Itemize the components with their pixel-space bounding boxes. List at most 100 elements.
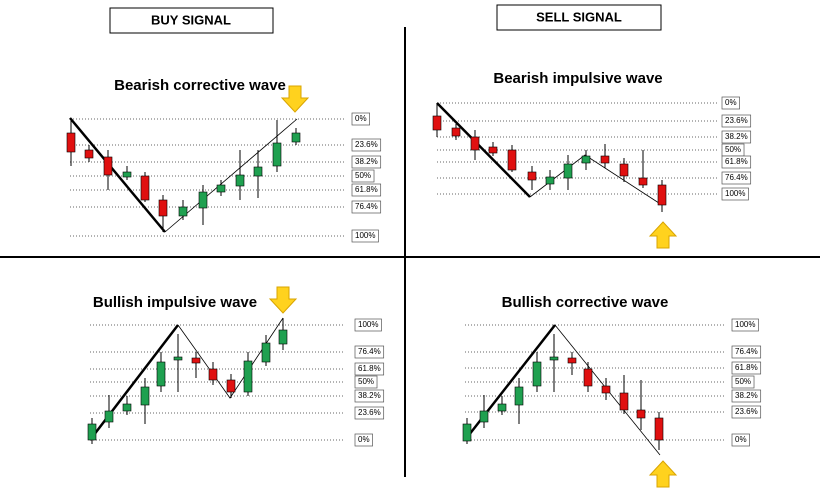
level-label: 61.8% [735, 363, 758, 372]
candle-body [198, 191, 208, 209]
candle-body [104, 410, 114, 423]
signal-arrow [648, 221, 678, 249]
level-label: 61.8% [358, 364, 381, 373]
level-box [731, 375, 755, 389]
level-box [354, 362, 385, 376]
level-box [351, 200, 382, 214]
candle-body [619, 163, 629, 177]
signal-arrow [280, 85, 310, 113]
level-label: 0% [735, 435, 747, 444]
candle-body [657, 184, 667, 206]
buy-label: BUY SIGNAL [151, 12, 231, 27]
candle-body [432, 115, 442, 131]
level-box [721, 155, 752, 169]
candle-body [278, 329, 288, 345]
candle-body [638, 177, 648, 186]
impulse-line [436, 102, 531, 198]
level-label: 23.6% [735, 407, 758, 416]
sell-box [496, 4, 662, 31]
level-label: 50% [735, 377, 751, 386]
candle-body [654, 417, 664, 441]
signal-arrow [648, 460, 678, 488]
level-label: 61.8% [355, 185, 378, 194]
level-box [731, 405, 762, 419]
level-box [721, 130, 752, 144]
candle-body [140, 386, 150, 406]
level-box [721, 114, 752, 128]
candle-body [527, 171, 537, 181]
level-label: 100% [735, 320, 755, 329]
level-label: 76.4% [735, 347, 758, 356]
candle-body [261, 342, 271, 363]
candle-body [470, 136, 480, 151]
candle-body [601, 385, 611, 394]
candle-body [158, 199, 168, 217]
candle-body [497, 403, 507, 412]
candle-body [488, 146, 498, 154]
candle-body [545, 176, 555, 185]
candle-body [583, 368, 593, 387]
candle-body [173, 356, 183, 361]
candle-body [581, 155, 591, 164]
candle-body [291, 132, 301, 143]
level-box [351, 155, 382, 169]
candle-body [479, 410, 489, 423]
level-label: 100% [358, 320, 378, 329]
level-box [721, 187, 749, 201]
panel-title: Bearish impulsive wave [493, 70, 662, 87]
level-label: 0% [358, 435, 370, 444]
candle-body [451, 127, 461, 137]
level-label: 0% [355, 114, 367, 123]
level-label: 38.2% [725, 132, 748, 141]
candle-body [235, 174, 245, 187]
level-box [354, 433, 373, 447]
level-label: 38.2% [735, 391, 758, 400]
level-box [351, 169, 375, 183]
level-label: 76.4% [358, 347, 381, 356]
candle-body [243, 360, 253, 393]
candle-body [636, 409, 646, 419]
level-label: 23.6% [725, 116, 748, 125]
level-box [351, 229, 379, 243]
candle-body [178, 206, 188, 217]
level-label: 76.4% [725, 173, 748, 182]
candle-body [253, 166, 263, 177]
level-box [721, 96, 740, 110]
candle-body [272, 142, 282, 167]
candle-body [66, 132, 76, 153]
level-box [351, 112, 370, 126]
candle-body [600, 155, 610, 164]
candle-body [208, 368, 218, 381]
level-box [731, 389, 762, 403]
level-label: 50% [355, 171, 371, 180]
level-box [351, 138, 382, 152]
candle-body [87, 423, 97, 441]
candle-body [122, 403, 132, 412]
level-label: 100% [355, 231, 375, 240]
candle-body [122, 171, 132, 178]
level-box [721, 171, 752, 185]
level-label: 23.6% [358, 408, 381, 417]
candle-body [549, 356, 559, 361]
candle-body [567, 357, 577, 364]
level-box [354, 389, 385, 403]
level-box [731, 318, 759, 332]
level-box [731, 433, 750, 447]
candle-body [514, 386, 524, 406]
level-label: 38.2% [355, 157, 378, 166]
sell-label: SELL SIGNAL [536, 9, 622, 24]
level-box [351, 183, 382, 197]
candle-body [462, 423, 472, 442]
level-box [354, 406, 385, 420]
level-box [354, 318, 382, 332]
candle-body [103, 156, 113, 176]
candle-body [216, 184, 226, 193]
level-label: 100% [725, 189, 745, 198]
buy-box [109, 7, 274, 34]
impulse-line [464, 324, 556, 441]
candle-body [619, 392, 629, 411]
panel-title: Bullish impulsive wave [93, 294, 257, 311]
candle-body [563, 163, 573, 179]
level-box [731, 361, 762, 375]
